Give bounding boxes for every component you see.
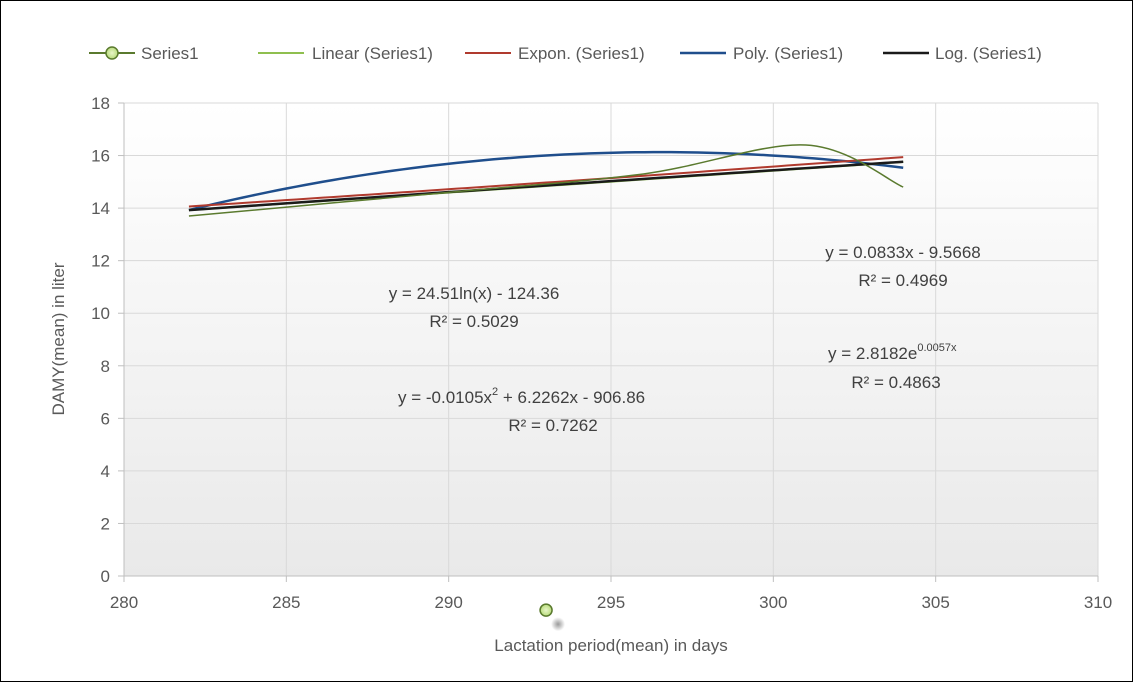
- expon-equation: y = 2.8182e0.0057x: [828, 342, 957, 363]
- legend: Series1 Linear (Series1) Expon. (Series1…: [89, 44, 1042, 63]
- x-tick-label-290: 290: [434, 593, 462, 612]
- y-tick-label-0: 0: [101, 567, 110, 586]
- series1-line: [188, 144, 904, 217]
- legend-item-expon: Expon. (Series1): [465, 44, 645, 63]
- y-tick-label-2: 2: [101, 514, 110, 533]
- expon-equation-exponent: 0.0057x: [917, 342, 957, 354]
- y-tick-label-10: 10: [91, 304, 110, 323]
- poly-equation: y = -0.0105x2 + 6.2262x - 906.86: [398, 386, 645, 407]
- legend-label-series1: Series1: [141, 44, 199, 63]
- y-tick-label-16: 16: [91, 147, 110, 166]
- y-tick-label-14: 14: [91, 199, 110, 218]
- legend-item-poly: Poly. (Series1): [680, 44, 843, 63]
- log-r2: R² = 0.5029: [429, 312, 518, 331]
- x-tick-label-280: 280: [110, 593, 138, 612]
- y-tick-label-8: 8: [101, 357, 110, 376]
- trendline-logarithmic: [188, 160, 904, 212]
- poly-equation-part-a: y = -0.0105x: [398, 388, 493, 407]
- y-tick-label-4: 4: [101, 462, 110, 481]
- legend-marker-series1: [105, 46, 119, 60]
- series1-marker-shadow: [551, 617, 566, 632]
- poly-equation-superscript: 2: [492, 386, 498, 398]
- x-tick-label-310: 310: [1084, 593, 1112, 612]
- series-group: [188, 144, 904, 632]
- x-tick-label-285: 285: [272, 593, 300, 612]
- legend-label-poly: Poly. (Series1): [733, 44, 843, 63]
- legend-item-log: Log. (Series1): [883, 44, 1042, 63]
- expon-r2: R² = 0.4863: [851, 373, 940, 392]
- legend-item-series1: Series1: [89, 44, 199, 63]
- y-tick-label-18: 18: [91, 94, 110, 113]
- y-axis-title: DAMY(mean) in liter: [49, 262, 68, 415]
- trendline-exponential: [188, 156, 904, 208]
- y-tick-label-12: 12: [91, 252, 110, 271]
- legend-label-log: Log. (Series1): [935, 44, 1042, 63]
- x-tick-label-295: 295: [597, 593, 625, 612]
- trendline-equations: y = 0.0833x - 9.5668 R² = 0.4969 y = 24.…: [389, 243, 981, 435]
- poly-equation-part-b: + 6.2262x - 906.86: [498, 388, 645, 407]
- legend-label-linear: Linear (Series1): [312, 44, 433, 63]
- linear-equation: y = 0.0833x - 9.5668: [825, 243, 980, 262]
- tick-labels: 0 2 4 6 8 10 12 14 16 18 280 285 290 295 300 305 310: [91, 94, 1112, 612]
- x-tick-label-305: 305: [921, 593, 949, 612]
- legend-label-expon: Expon. (Series1): [518, 44, 645, 63]
- x-axis-title: Lactation period(mean) in days: [494, 636, 727, 655]
- linear-r2: R² = 0.4969: [858, 271, 947, 290]
- x-tick-label-300: 300: [759, 593, 787, 612]
- poly-r2: R² = 0.7262: [508, 416, 597, 435]
- axes: [118, 102, 1099, 582]
- y-tick-label-6: 6: [101, 409, 110, 428]
- trendline-polynomial: [188, 150, 904, 212]
- gridlines: [124, 102, 1099, 576]
- log-equation: y = 24.51ln(x) - 124.36: [389, 284, 560, 303]
- expon-equation-base: y = 2.8182e: [828, 344, 917, 363]
- series1-marker: [539, 603, 553, 617]
- legend-item-linear: Linear (Series1): [258, 44, 433, 63]
- trendline-group: [188, 150, 904, 212]
